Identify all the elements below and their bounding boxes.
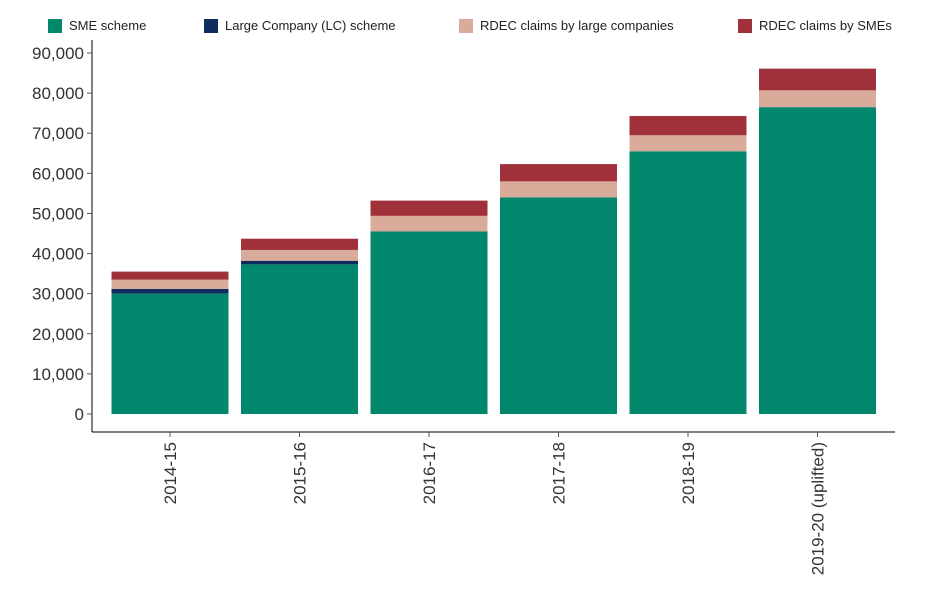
bar-segment-1-2017-18	[500, 197, 617, 414]
bar-segment-4-2017-18	[500, 164, 617, 182]
legend-item-lc-scheme: Large Company (LC) scheme	[204, 18, 396, 33]
legend-label-rdec-smes: RDEC claims by SMEs	[759, 18, 892, 33]
legend: SME scheme Large Company (LC) scheme RDE…	[0, 18, 933, 40]
legend-label-lc-scheme: Large Company (LC) scheme	[225, 18, 396, 33]
bar-segment-1-2019-20 (uplifted)	[759, 107, 876, 415]
legend-swatch-lc-scheme	[204, 18, 218, 33]
legend-swatch-rdec-smes	[738, 18, 752, 33]
bar-segment-3-2014-15	[111, 279, 229, 289]
legend-label-sme-scheme: SME scheme	[69, 18, 147, 33]
bar-segment-4-2018-19	[629, 115, 747, 136]
x-tick-label: 2017-18	[550, 442, 569, 504]
bar-segment-4-2015-16	[241, 238, 358, 250]
legend-swatch-sme-scheme	[48, 18, 62, 33]
y-tick-label: 30,000	[32, 285, 84, 304]
bar-segment-1-2016-17	[370, 231, 488, 414]
y-tick-label: 10,000	[32, 365, 84, 384]
legend-item-sme-scheme: SME scheme	[48, 18, 146, 33]
y-tick-label: 0	[75, 405, 84, 424]
x-tick-label: 2016-17	[420, 442, 439, 504]
legend-label-rdec-large: RDEC claims by large companies	[480, 18, 674, 33]
legend-item-rdec-large: RDEC claims by large companies	[459, 18, 674, 33]
x-tick-label: 2018-19	[679, 442, 698, 504]
y-tick-label: 80,000	[32, 84, 84, 103]
legend-swatch-rdec-large	[459, 18, 473, 33]
bar-segment-4-2016-17	[370, 200, 488, 216]
legend-item-rdec-smes: RDEC claims by SMEs	[738, 18, 892, 33]
x-tick-label: 2019-20 (uplifted)	[809, 442, 828, 575]
bar-segment-3-2017-18	[500, 181, 617, 198]
y-tick-label: 60,000	[32, 164, 84, 183]
y-tick-label: 50,000	[32, 204, 84, 223]
bar-segment-3-2016-17	[370, 215, 488, 232]
bar-segment-3-2015-16	[241, 249, 358, 261]
bar-segment-4-2014-15	[111, 271, 229, 280]
bar-segment-1-2015-16	[241, 264, 358, 414]
x-tick-label: 2014-15	[161, 442, 180, 504]
bar-segment-3-2019-20 (uplifted)	[759, 90, 876, 108]
bar-segment-1-2014-15	[111, 293, 229, 414]
bar-segment-4-2019-20 (uplifted)	[759, 68, 876, 91]
y-tick-label: 20,000	[32, 325, 84, 344]
x-tick-label: 2015-16	[291, 442, 310, 504]
bar-segment-2-2014-15	[111, 288, 229, 294]
bar-segment-1-2018-19	[629, 151, 747, 414]
y-tick-label: 90,000	[32, 44, 84, 63]
y-tick-label: 40,000	[32, 245, 84, 264]
bar-segment-3-2018-19	[629, 135, 747, 152]
bar-segment-2-2015-16	[241, 260, 358, 265]
y-tick-label: 70,000	[32, 124, 84, 143]
